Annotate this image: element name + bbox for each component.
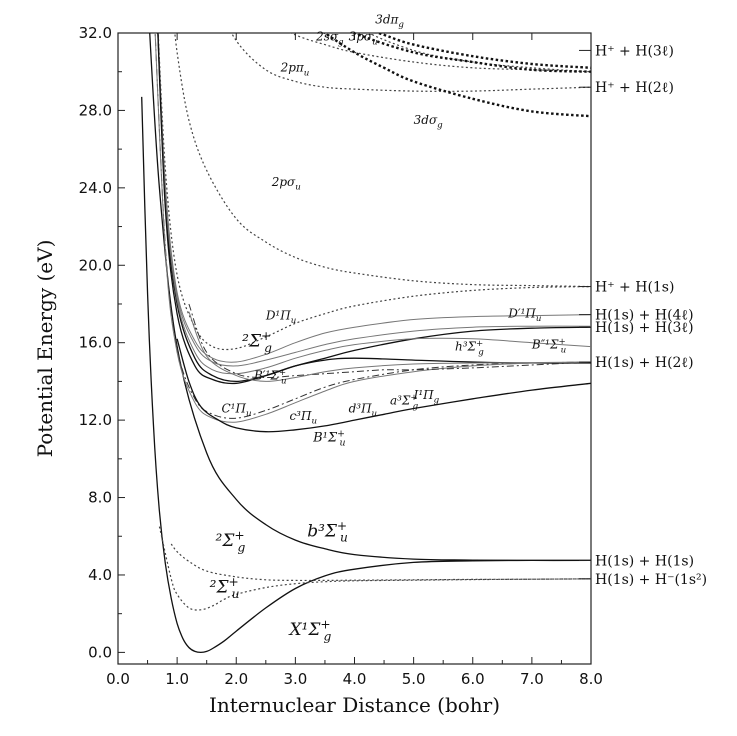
curve-label-17: ²Σ+ g bbox=[242, 329, 272, 355]
x-tick-label: 1.0 bbox=[165, 670, 189, 688]
series-line-11 bbox=[157, 33, 591, 351]
x-tick-label: 7.0 bbox=[520, 670, 544, 688]
series-line-17 bbox=[154, 33, 591, 419]
x-tick-label: 3.0 bbox=[283, 670, 307, 688]
curve-label-19: ²Σ+ g bbox=[216, 528, 246, 554]
series-line-18 bbox=[154, 33, 591, 423]
curve-label-20: ²Σ+ u bbox=[210, 575, 240, 601]
curve-label-7: D′¹Πu bbox=[507, 307, 541, 325]
series-line-10 bbox=[351, 33, 591, 73]
asymptote-label-4: H(1s) + H(3ℓ) bbox=[595, 320, 694, 336]
curve-label-6: D¹Πu bbox=[265, 308, 296, 326]
series-line-5 bbox=[230, 33, 591, 92]
series-line-6 bbox=[289, 33, 591, 73]
curve-label-0: 3dπg bbox=[375, 12, 404, 30]
asymptote-label-1: H⁺ + H(2ℓ) bbox=[595, 80, 674, 96]
curve-label-10: B′¹Σ+ u bbox=[253, 368, 287, 386]
curve-label-5: 2pσu bbox=[271, 175, 301, 193]
asymptote-label-7: H(1s) + H⁻(1s²) bbox=[595, 572, 707, 588]
y-tick-label: 20.0 bbox=[79, 256, 112, 274]
y-tick-label: 0.0 bbox=[88, 643, 112, 661]
x-tick-label: 4.0 bbox=[343, 670, 367, 688]
asymptote-label-5: H(1s) + H(2ℓ) bbox=[595, 355, 694, 371]
y-tick-label: 12.0 bbox=[79, 411, 112, 429]
curve-label-21: X¹Σ+ g bbox=[287, 618, 331, 644]
x-tick-label: 6.0 bbox=[461, 670, 485, 688]
series-line-19 bbox=[188, 303, 591, 379]
asymptote-label-0: H⁺ + H(3ℓ) bbox=[595, 43, 674, 59]
series-line-7 bbox=[367, 33, 591, 73]
curve-label-18: b³Σ+ u bbox=[307, 519, 348, 545]
y-tick-label: 8.0 bbox=[88, 489, 112, 507]
series-line-0 bbox=[141, 96, 591, 654]
asymptote-labels: H⁺ + H(3ℓ) H⁺ + H(2ℓ) H⁺ + H(1s) H(1s) + H(… bbox=[579, 43, 707, 588]
x-tick-label: 2.0 bbox=[224, 670, 248, 688]
curve-label-3: 2pπu bbox=[280, 61, 310, 79]
y-tick-label: 24.0 bbox=[79, 179, 112, 197]
x-tick-label: 8.0 bbox=[579, 670, 603, 688]
series-line-8 bbox=[322, 33, 591, 118]
series-line-4 bbox=[174, 33, 591, 288]
curve-label-13: d³Πu bbox=[349, 401, 378, 419]
series-line-3 bbox=[158, 526, 591, 611]
curve-label-1: 3pσu bbox=[349, 30, 378, 48]
asymptote-label-6: H(1s) + H(1s) bbox=[595, 553, 694, 569]
x-tick-label: 5.0 bbox=[402, 670, 426, 688]
series-line-20 bbox=[188, 311, 591, 382]
series-line-9 bbox=[374, 33, 591, 69]
series-line-21 bbox=[176, 338, 591, 433]
axis-layer: 0.0 1.0 2.0 3.0 4.0 5.0 6.0 7.0 8.0 0.0 4.0 8.0 12.0… bbox=[79, 24, 603, 688]
series-line-16 bbox=[157, 33, 591, 385]
curve-label-9: B″¹Σ+ u bbox=[531, 337, 566, 355]
series-line-1 bbox=[149, 33, 591, 562]
curve-label-8: h³Σ+ g bbox=[455, 339, 484, 357]
curve-label-4: 3dσg bbox=[414, 113, 444, 131]
curve-label-16: B¹Σ+ u bbox=[312, 428, 345, 448]
series-line-15 bbox=[157, 33, 591, 375]
curve-label-11: C¹Πu bbox=[221, 401, 251, 419]
curve-label-14: a³Σ+ g bbox=[390, 393, 419, 411]
x-tick-label: 0.0 bbox=[106, 670, 130, 688]
series-line-2 bbox=[170, 543, 591, 582]
x-axis-title: Internuclear Distance (bohr) bbox=[209, 693, 500, 717]
y-tick-label: 28.0 bbox=[79, 101, 112, 119]
asymptote-label-3: H(1s) + H(4ℓ) bbox=[595, 308, 694, 324]
asymptote-label-2: H⁺ + H(1s) bbox=[595, 280, 674, 296]
series-layer bbox=[141, 33, 591, 654]
y-axis-title: Potential Energy (eV) bbox=[33, 240, 57, 458]
y-tick-label: 4.0 bbox=[88, 566, 112, 584]
curve-label-15: I¹Πg bbox=[413, 388, 440, 406]
curve-label-12: c³Πu bbox=[289, 409, 317, 427]
y-tick-label: 16.0 bbox=[79, 334, 112, 352]
y-tick-label: 32.0 bbox=[79, 24, 112, 42]
curve-label-2: 2sσg bbox=[315, 30, 344, 48]
